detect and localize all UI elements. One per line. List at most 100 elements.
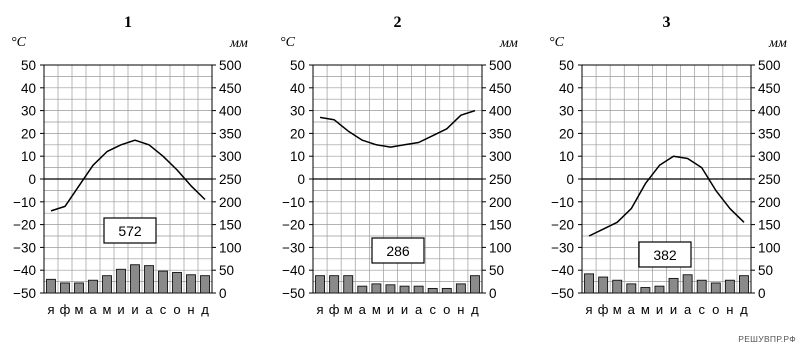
precipitation-bar xyxy=(612,279,623,294)
temperature-tick-label: −50 xyxy=(551,286,574,301)
temperature-tick-label: 10 xyxy=(290,149,305,164)
precipitation-bar xyxy=(668,277,679,294)
temperature-tick-label: 50 xyxy=(559,58,574,73)
chart-title: 3 xyxy=(663,14,671,31)
annual-precipitation-box xyxy=(103,217,157,244)
temperature-tick-label: −10 xyxy=(282,195,305,210)
temperature-tick-label: 50 xyxy=(290,58,305,73)
precipitation-bar xyxy=(186,274,196,294)
precipitation-tick-label: 450 xyxy=(219,81,242,96)
precipitation-tick-label: 150 xyxy=(219,218,242,233)
month-label: а xyxy=(684,302,692,317)
temperature-line xyxy=(588,155,745,237)
precipitation-tick-label: 250 xyxy=(489,172,512,187)
precipitation-bar xyxy=(130,264,140,294)
watermark: РЕШУВПР.РФ xyxy=(738,334,796,344)
precipitation-bar xyxy=(598,276,609,294)
month-label: а xyxy=(628,302,636,317)
month-label: с xyxy=(698,302,705,317)
temperature-tick-label: −50 xyxy=(282,286,305,301)
precipitation-bar xyxy=(739,275,749,294)
precipitation-tick-label: 0 xyxy=(489,286,497,301)
temperature-tick-label: 50 xyxy=(21,58,36,73)
month-label: н xyxy=(726,302,733,317)
precipitation-bar xyxy=(315,275,325,294)
precipitation-bar xyxy=(640,287,651,294)
precipitation-bar xyxy=(399,285,410,294)
precipitation-tick-label: 300 xyxy=(489,149,512,164)
temperature-tick-label: −20 xyxy=(551,218,574,233)
month-label: и xyxy=(117,302,124,317)
month-label: а xyxy=(145,302,153,317)
temperature-tick-label: 40 xyxy=(21,81,36,96)
temperature-tick-label: 30 xyxy=(290,104,305,119)
chart-title: 1 xyxy=(124,14,132,31)
temperature-tick-label: 0 xyxy=(566,172,574,187)
month-label: д xyxy=(201,302,209,317)
precipitation-bar xyxy=(371,283,382,294)
precipitation-bar xyxy=(470,275,480,294)
month-label: и xyxy=(387,302,394,317)
precipitation-tick-label: 400 xyxy=(758,104,781,119)
precipitation-tick-label: 300 xyxy=(758,149,781,164)
temperature-tick-label: 40 xyxy=(559,81,574,96)
month-label: м xyxy=(372,302,381,317)
precipitation-tick-label: 350 xyxy=(219,126,242,141)
precipitation-tick-label: 200 xyxy=(758,195,781,210)
month-label: с xyxy=(160,302,167,317)
precipitation-bar xyxy=(144,265,154,294)
month-label: а xyxy=(415,302,423,317)
annual-precipitation-value: 286 xyxy=(386,243,410,259)
precipitation-bar xyxy=(413,285,424,294)
temperature-tick-label: 20 xyxy=(21,126,36,141)
precipitation-bar xyxy=(46,278,56,294)
precipitation-tick-label: 250 xyxy=(219,172,242,187)
temperature-tick-label: −40 xyxy=(13,263,36,278)
month-label: и xyxy=(131,302,138,317)
precipitation-tick-label: 100 xyxy=(219,240,242,255)
annual-precipitation-box xyxy=(371,237,425,264)
precipitation-bar xyxy=(60,282,70,294)
month-label: ф xyxy=(329,302,340,317)
precipitation-tick-label: 300 xyxy=(219,149,242,164)
precipitation-tick-label: 500 xyxy=(758,58,781,73)
precipitation-bar xyxy=(427,287,438,294)
precipitation-bar xyxy=(357,285,368,294)
temperature-tick-label: 40 xyxy=(290,81,305,96)
precipitation-tick-label: 400 xyxy=(219,104,242,119)
temperature-tick-label: −30 xyxy=(551,240,574,255)
month-label: о xyxy=(443,302,450,317)
precipitation-tick-label: 200 xyxy=(489,195,512,210)
precipitation-tick-label: 350 xyxy=(758,126,781,141)
precipitation-bar xyxy=(584,273,594,294)
precipitation-tick-label: 200 xyxy=(219,195,242,210)
precipitation-tick-label: 350 xyxy=(489,126,512,141)
precipitation-bar xyxy=(710,282,721,294)
month-label: я xyxy=(586,302,593,317)
month-label: ф xyxy=(598,302,609,317)
temperature-line xyxy=(50,139,206,212)
annual-precipitation-value: 382 xyxy=(653,247,677,263)
precipitation-bar xyxy=(74,282,84,294)
month-label: с xyxy=(429,302,436,317)
annual-precipitation-box xyxy=(638,241,692,268)
precipitation-bar xyxy=(654,285,665,294)
month-label: я xyxy=(47,302,54,317)
month-label: м xyxy=(103,302,112,317)
precipitation-tick-label: 150 xyxy=(758,218,781,233)
temperature-line xyxy=(319,109,476,148)
precipitation-bar xyxy=(172,272,182,294)
temperature-tick-label: 30 xyxy=(21,104,36,119)
month-label: м xyxy=(75,302,84,317)
temperature-unit-label: °C xyxy=(549,35,565,50)
chart-title: 2 xyxy=(394,14,402,31)
precipitation-bar xyxy=(116,268,126,294)
precipitation-tick-label: 100 xyxy=(489,240,512,255)
precipitation-bar xyxy=(385,284,396,294)
month-label: д xyxy=(740,302,748,317)
precipitation-tick-label: 50 xyxy=(489,263,504,278)
month-label: а xyxy=(89,302,97,317)
precipitation-tick-label: 500 xyxy=(219,58,242,73)
precipitation-tick-label: 100 xyxy=(758,240,781,255)
